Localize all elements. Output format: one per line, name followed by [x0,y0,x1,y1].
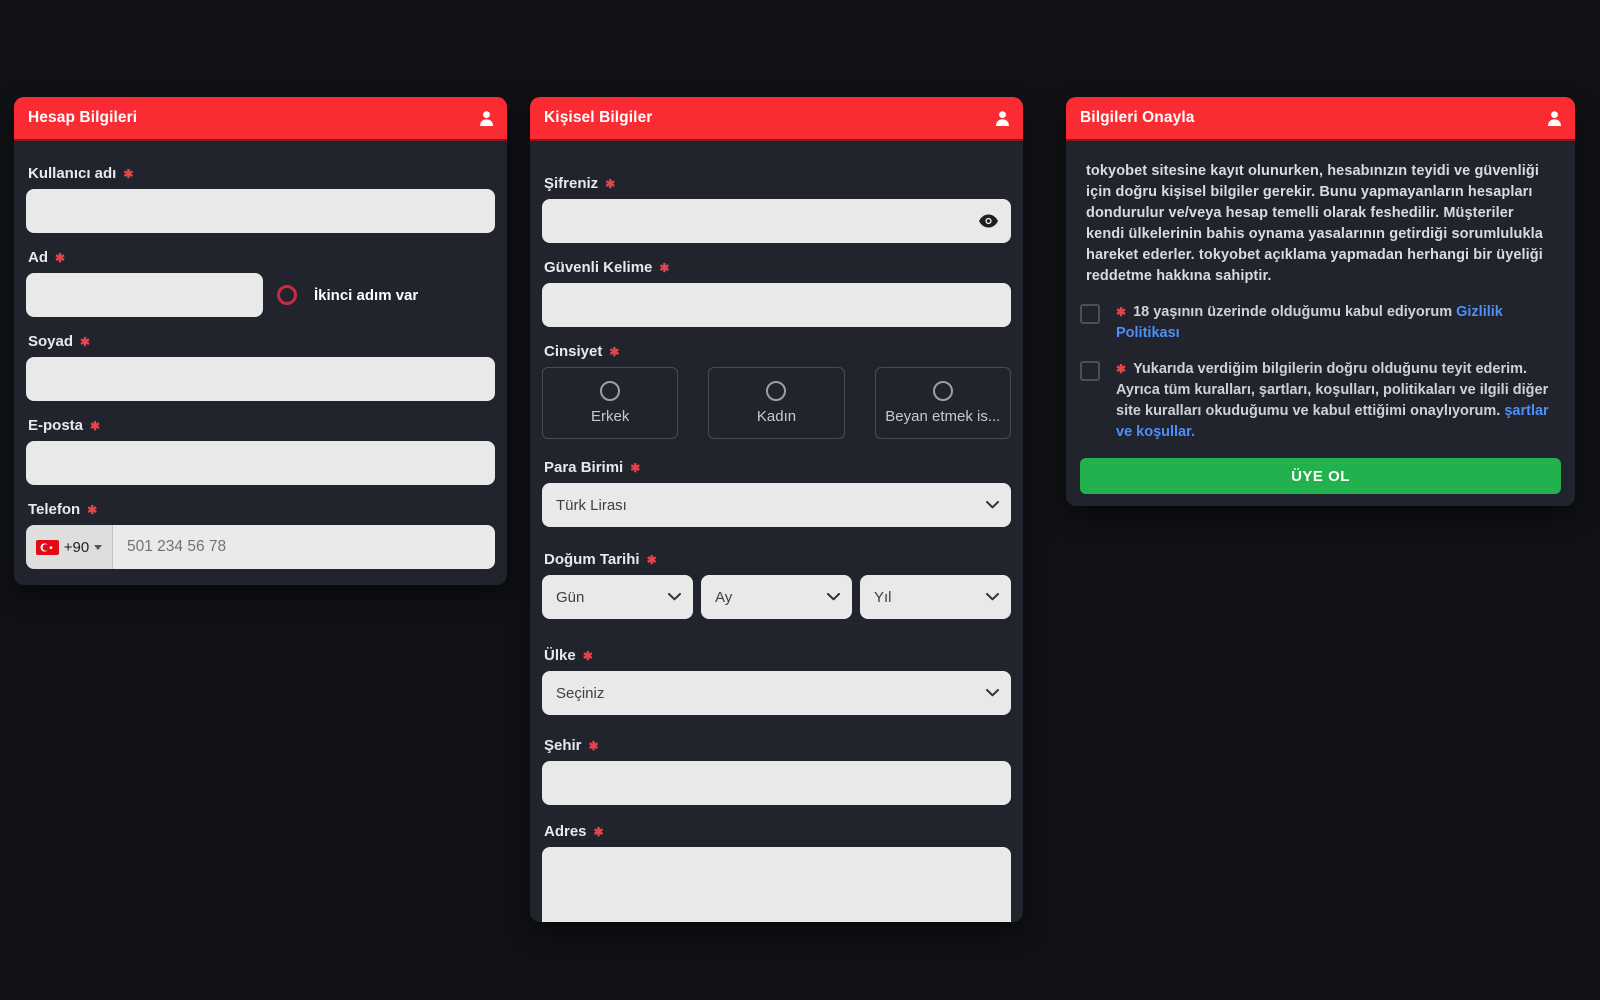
phone-label: Telefon [28,501,81,518]
gender-option-female[interactable]: Kadın [708,367,845,439]
field-first-name: Ad ✱ İkinci adım var [26,249,495,317]
turkey-flag-icon [35,539,59,555]
required-marker: ✱ [87,503,98,517]
required-marker: ✱ [1116,362,1127,376]
last-name-input[interactable] [26,357,495,401]
second-step-note: İkinci adım var [314,286,419,304]
phone-input[interactable] [113,525,495,569]
dial-code: +90 [63,538,90,556]
password-label: Şifreniz [544,175,599,192]
last-name-label: Soyad [28,333,74,350]
terms-and-conditions-link[interactable]: şartlar ve koşullar. [1116,403,1549,440]
birth-day-select[interactable]: Gün [542,575,693,619]
account-panel-body: Kullanıcı adı ✱ Ad ✱ İkinci adım var Soy… [14,141,507,585]
field-email: E-posta ✱ [26,417,495,485]
terms-confirm-checkbox[interactable] [1080,361,1100,381]
age-confirm-checkbox[interactable] [1080,304,1100,324]
secure-word-input[interactable] [542,283,1011,327]
personal-panel-body: Şifreniz ✱ Güvenli Kelime ✱ Cinsiyet ✱ [530,141,1023,922]
panel-title: Hesap Bilgileri [28,109,138,126]
confirm-info-panel: Bilgileri Onayla tokyobet sitesine kayıt… [1066,97,1575,506]
personal-panel-header: Kişisel Bilgiler [530,97,1023,141]
field-currency: Para Birimi ✱ Türk Lirası [542,459,1011,527]
sign-up-button[interactable]: ÜYE OL [1080,458,1561,494]
field-secure-word: Güvenli Kelime ✱ [542,259,1011,327]
panel-title: Kişisel Bilgiler [544,109,653,126]
account-panel-header: Hesap Bilgileri [14,97,507,141]
country-code-selector[interactable]: +90 [26,525,113,569]
age-confirm-row: ✱ 18 yaşının üzerinde olduğumu kabul ediy… [1080,302,1561,344]
field-username: Kullanıcı adı ✱ [26,165,495,233]
required-marker: ✱ [588,739,599,753]
radio-icon [766,381,787,401]
second-step-radio[interactable] [277,285,297,305]
eye-icon[interactable] [979,214,998,228]
email-label: E-posta [28,417,84,434]
terms-confirm-text: ✱ Yukarıda verdiğim bilgilerin doğru oldu… [1116,361,1549,440]
first-name-input[interactable] [26,273,263,317]
required-marker: ✱ [659,261,670,275]
privacy-policy-link[interactable]: Gizlilik Politikası [1116,304,1503,341]
terms-confirm-row: ✱ Yukarıda verdiğim bilgilerin doğru oldu… [1080,359,1561,443]
currency-select[interactable]: Türk Lirası [542,483,1011,527]
required-marker: ✱ [1116,305,1127,319]
country-label: Ülke [544,647,576,664]
field-phone: Telefon ✱ +90 [26,501,495,569]
panel-title: Bilgileri Onayla [1080,109,1195,126]
secure-word-label: Güvenli Kelime [544,259,653,276]
required-marker: ✱ [605,177,616,191]
birth-year-select[interactable]: Yıl [860,575,1011,619]
gender-option-male[interactable]: Erkek [542,367,679,439]
gender-label: Cinsiyet [544,343,603,360]
registration-notice: tokyobet sitesine kayıt olunurken, hesab… [1086,163,1543,284]
caret-down-icon [94,545,103,550]
field-last-name: Soyad ✱ [26,333,495,401]
currency-label: Para Birimi [544,459,624,476]
required-marker: ✱ [80,335,91,349]
field-country: Ülke ✱ Seçiniz [542,647,1011,715]
account-info-panel: Hesap Bilgileri Kullanıcı adı ✱ Ad ✱ İki… [14,97,507,585]
address-textarea[interactable] [542,847,1011,922]
city-label: Şehir [544,737,582,754]
radio-icon [932,381,953,401]
required-marker: ✱ [609,345,620,359]
first-name-label: Ad [28,249,48,266]
field-address: Adres ✱ [542,823,1011,922]
username-label: Kullanıcı adı [28,165,117,182]
required-marker: ✱ [55,251,66,265]
required-marker: ✱ [582,649,593,663]
city-input[interactable] [542,761,1011,805]
phone-field: +90 [26,525,495,569]
person-icon [480,110,493,126]
required-marker: ✱ [593,825,604,839]
confirm-panel-header: Bilgileri Onayla [1066,97,1575,141]
field-birth-date: Doğum Tarihi ✱ Gün Ay [542,551,1011,619]
country-select[interactable]: Seçiniz [542,671,1011,715]
field-city: Şehir ✱ [542,737,1011,805]
username-input[interactable] [26,189,495,233]
birth-date-label: Doğum Tarihi [544,551,640,568]
password-input[interactable] [542,199,1011,243]
required-marker: ✱ [123,167,134,181]
birth-month-select[interactable]: Ay [701,575,852,619]
gender-options: Erkek Kadın Beyan etmek is... [542,367,1011,439]
required-marker: ✱ [90,419,101,433]
radio-icon [600,381,621,401]
required-marker: ✱ [630,461,641,475]
required-marker: ✱ [646,553,657,567]
address-label: Adres [544,823,587,840]
personal-info-panel: Kişisel Bilgiler Şifreniz ✱ Güvenli Keli… [530,97,1023,922]
person-icon [996,110,1009,126]
field-password: Şifreniz ✱ [542,175,1011,243]
age-confirm-text: ✱ 18 yaşının üzerinde olduğumu kabul ediy… [1116,304,1503,341]
field-gender: Cinsiyet ✱ Erkek Kadın Beyan etmek is... [542,343,1011,439]
email-input[interactable] [26,441,495,485]
person-icon [1548,110,1561,126]
gender-option-undisclosed[interactable]: Beyan etmek is... [874,367,1011,439]
